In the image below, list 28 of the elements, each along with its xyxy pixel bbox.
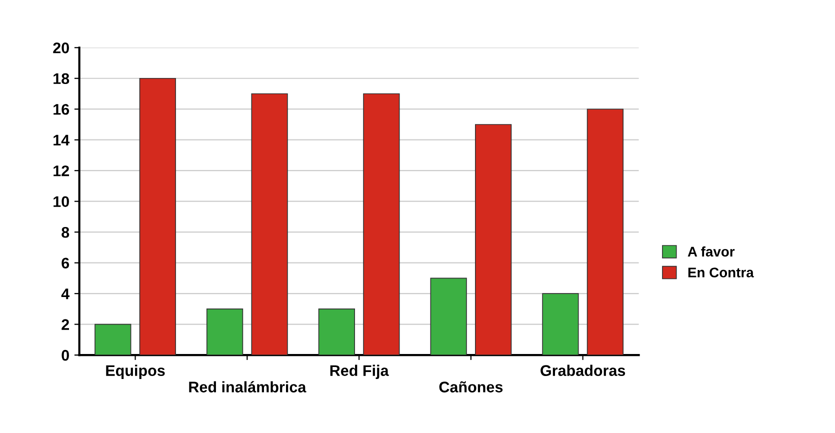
bar: [363, 93, 400, 356]
bar: [318, 308, 355, 356]
y-tick-label: 6: [62, 258, 70, 269]
bar: [474, 124, 512, 356]
y-tick-label: 20: [53, 42, 69, 54]
bar: [542, 293, 579, 356]
y-tick-label: 4: [61, 288, 70, 300]
bar: [251, 93, 288, 356]
bar: [430, 278, 467, 356]
x-tick-label: Grabadoras: [540, 364, 626, 376]
x-tick-label: Red inalámbrica: [189, 381, 306, 392]
bar: [206, 308, 244, 356]
x-tick-label: Red Fija: [330, 364, 389, 380]
y-tick-label: 16: [54, 104, 70, 115]
bar: [139, 78, 176, 356]
y-tick-label: 2: [62, 319, 69, 330]
x-tick-label: Equipos: [106, 364, 165, 380]
bar: [586, 108, 624, 356]
y-tick-label: 14: [54, 134, 70, 146]
x-tick-label: Cañones: [439, 381, 503, 392]
y-tick-label: 10: [54, 196, 69, 208]
y-tick-label: 18: [54, 73, 70, 84]
y-tick-label: 8: [62, 226, 70, 238]
legend-label: A favor: [688, 246, 735, 257]
legend-label: En Contra: [688, 268, 754, 278]
y-tick-label: 12: [54, 165, 69, 176]
y-tick-label: 0: [62, 350, 69, 361]
bar: [94, 324, 132, 356]
